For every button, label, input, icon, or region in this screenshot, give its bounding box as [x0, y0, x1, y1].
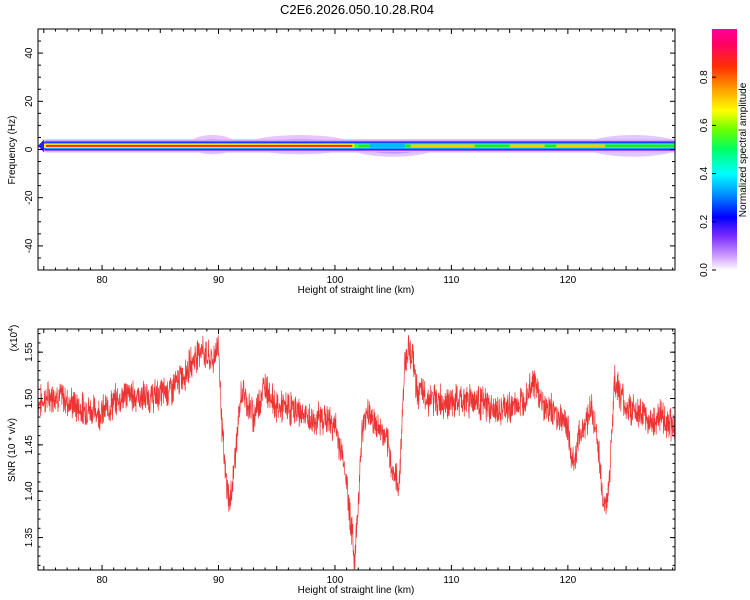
snr-series — [38, 335, 675, 570]
colorbar-tick-label: 0.8 — [699, 70, 710, 84]
y-tick-label: -20 — [24, 190, 35, 205]
band-core-hot — [509, 144, 545, 148]
colorbar-tick-label: 0.2 — [699, 214, 710, 228]
x-tick-label: 90 — [213, 275, 225, 286]
x-tick-label: 120 — [560, 275, 577, 286]
band-core-cool — [369, 143, 405, 148]
band-core-hot — [410, 144, 475, 148]
snr-y-label: SNR (10 * v/v) — [7, 418, 18, 482]
band-cap — [38, 139, 44, 153]
snr-scale-label: (x104) — [8, 325, 20, 352]
y-tick-label: 1.45 — [24, 435, 35, 455]
snr-panel: 80 90 100 110 120 1.35 1.40 1.45 1.50 1.55 Height… — [7, 325, 676, 596]
colorbar-tick-label: 0.6 — [699, 118, 710, 132]
spectrogram-x-label: Height of straight line (km) — [298, 285, 415, 296]
snr-ticks: 80 90 100 110 120 1.35 1.40 1.45 1.50 1.55 — [24, 329, 675, 586]
x-tick-label: 90 — [213, 575, 225, 586]
snr-x-label: Height of straight line (km) — [298, 585, 415, 596]
chart-title: C2E6.2026.050.10.28.R04 — [280, 2, 434, 17]
colorbar-label: Normalized spectral amplitude — [738, 82, 749, 217]
y-tick-label: -40 — [24, 238, 35, 253]
spectrogram-panel: 80 90 100 110 120 40 20 0 -20 -40 Height of strai… — [7, 28, 676, 296]
x-tick-label: 100 — [327, 575, 344, 586]
y-tick-label: 40 — [24, 47, 35, 59]
spectrogram-y-label: Frequency (Hz) — [7, 116, 18, 185]
x-tick-label: 80 — [96, 275, 108, 286]
x-tick-label: 80 — [96, 575, 108, 586]
y-tick-label: 1.55 — [24, 342, 35, 362]
y-tick-label: 0 — [24, 146, 35, 152]
y-tick-label: 1.50 — [24, 388, 35, 408]
x-tick-label: 100 — [327, 275, 344, 286]
colorbar-tick-label: 0.4 — [699, 166, 710, 180]
x-tick-label: 120 — [560, 575, 577, 586]
spectrogram-band — [38, 135, 675, 157]
x-tick-label: 110 — [443, 275, 459, 286]
colorbar: 0.0 0.2 0.4 0.6 0.8 Normalized spectral ampl… — [699, 29, 749, 277]
y-tick-label: 1.35 — [24, 527, 35, 547]
snr-line — [38, 335, 675, 570]
colorbar-gradient — [712, 29, 737, 270]
snr-frame — [37, 328, 676, 571]
spectrogram-ticks: 80 90 100 110 120 40 20 0 -20 -40 — [24, 28, 675, 286]
band-core-hot — [556, 144, 606, 148]
x-tick-label: 110 — [443, 575, 459, 586]
y-tick-label: 1.40 — [24, 481, 35, 501]
colorbar-ticks: 0.0 0.2 0.4 0.6 0.8 — [699, 70, 716, 277]
colorbar-tick-label: 0.0 — [699, 263, 710, 277]
y-tick-label: 20 — [24, 95, 35, 107]
band-core — [46, 144, 353, 147]
